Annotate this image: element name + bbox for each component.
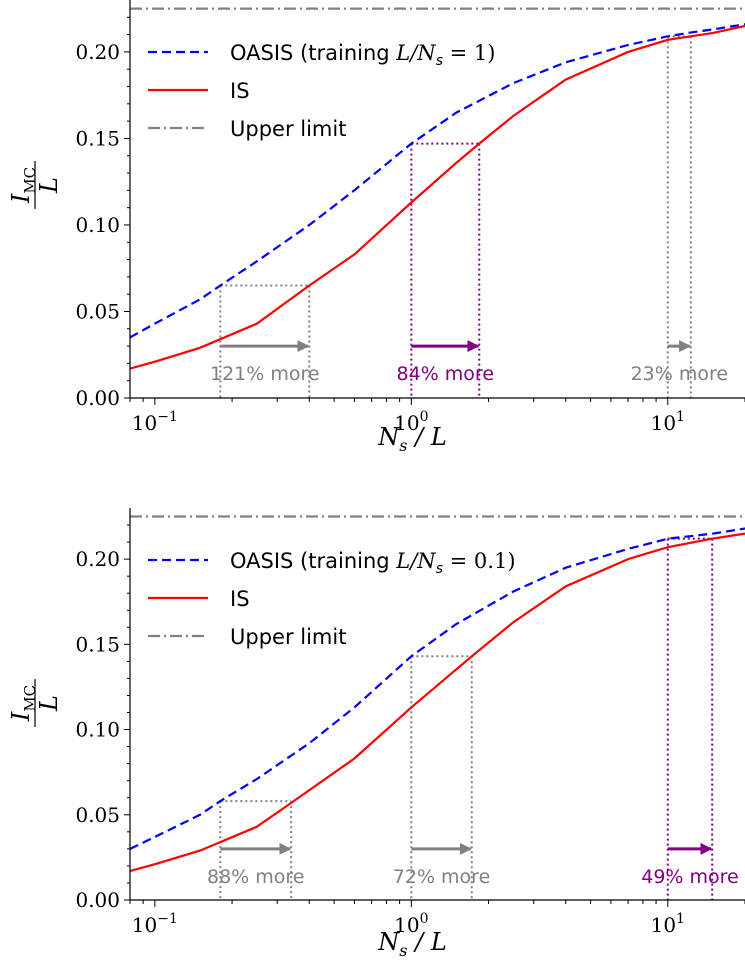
y-tick-label: 0.00 (75, 386, 120, 410)
series-line-oasis (130, 527, 745, 850)
legend-label-is: IS (230, 587, 250, 611)
chart-panel-1: 121% more 84% more 23% more 0.00 0.05 0.10 0.1… (7, 0, 745, 455)
gain-label: 84% more (397, 363, 495, 385)
legend: OASIS (training L/Ns = 1) IS Upper limit (148, 41, 495, 141)
series-line-oasis (130, 23, 745, 339)
y-tick-label: 0.10 (75, 718, 120, 742)
plot-area: 88% more 72% more 49% more (130, 515, 745, 900)
gain-label: 23% more (631, 363, 729, 385)
gain-label: 88% more (207, 866, 305, 888)
y-tick-label: 0.15 (75, 632, 120, 656)
gain-annotation-2 (410, 655, 473, 900)
chart-panel-2: 88% more 72% more 49% more 0.00 0.05 0.10 0.15… (7, 508, 745, 960)
legend-label-oasis: OASIS (training L/Ns = 1) (230, 41, 495, 69)
y-tick-label: 0.00 (75, 888, 120, 912)
gain-annotation-1 (219, 284, 311, 398)
x-tick-label: 100 (394, 409, 428, 435)
gain-label: 121% more (210, 363, 320, 385)
y-tick-label: 0.10 (75, 213, 120, 237)
y-tick-label: 0.20 (75, 40, 120, 64)
series-line-is (130, 532, 745, 873)
gain-annotation-3 (666, 537, 714, 900)
y-label-denominator: L (35, 695, 63, 712)
x-tick-label: 10−1 (132, 409, 178, 435)
gain-annotation-1 (219, 800, 293, 900)
legend-label-upper: Upper limit (230, 625, 346, 649)
x-tick-label: 100 (394, 911, 428, 937)
legend-label-is: IS (230, 79, 250, 103)
gain-label: 49% more (641, 866, 739, 888)
y-tick-label: 0.05 (75, 803, 120, 827)
series-line-is (130, 24, 745, 370)
legend-label-upper: Upper limit (230, 117, 346, 141)
x-tick-label: 10−1 (132, 911, 178, 937)
y-tick-label: 0.05 (75, 299, 120, 323)
y-tick-label: 0.15 (75, 126, 120, 150)
x-tick-label: 101 (651, 911, 685, 937)
x-axis-label: Ns / L (377, 928, 447, 960)
legend-label-oasis: OASIS (training L/Ns = 0.1) (230, 549, 516, 577)
y-label-denominator: L (35, 177, 63, 194)
legend: OASIS (training L/Ns = 0.1) IS Upper limit (148, 549, 516, 649)
x-axis-label: Ns / L (377, 423, 447, 455)
y-tick-label: 0.20 (75, 547, 120, 571)
plot-area: 121% more 84% more 23% more (130, 7, 745, 398)
gain-annotation-2 (410, 142, 481, 398)
gain-label: 72% more (393, 866, 491, 888)
x-tick-label: 101 (651, 409, 685, 435)
gain-annotation-3 (666, 35, 692, 398)
